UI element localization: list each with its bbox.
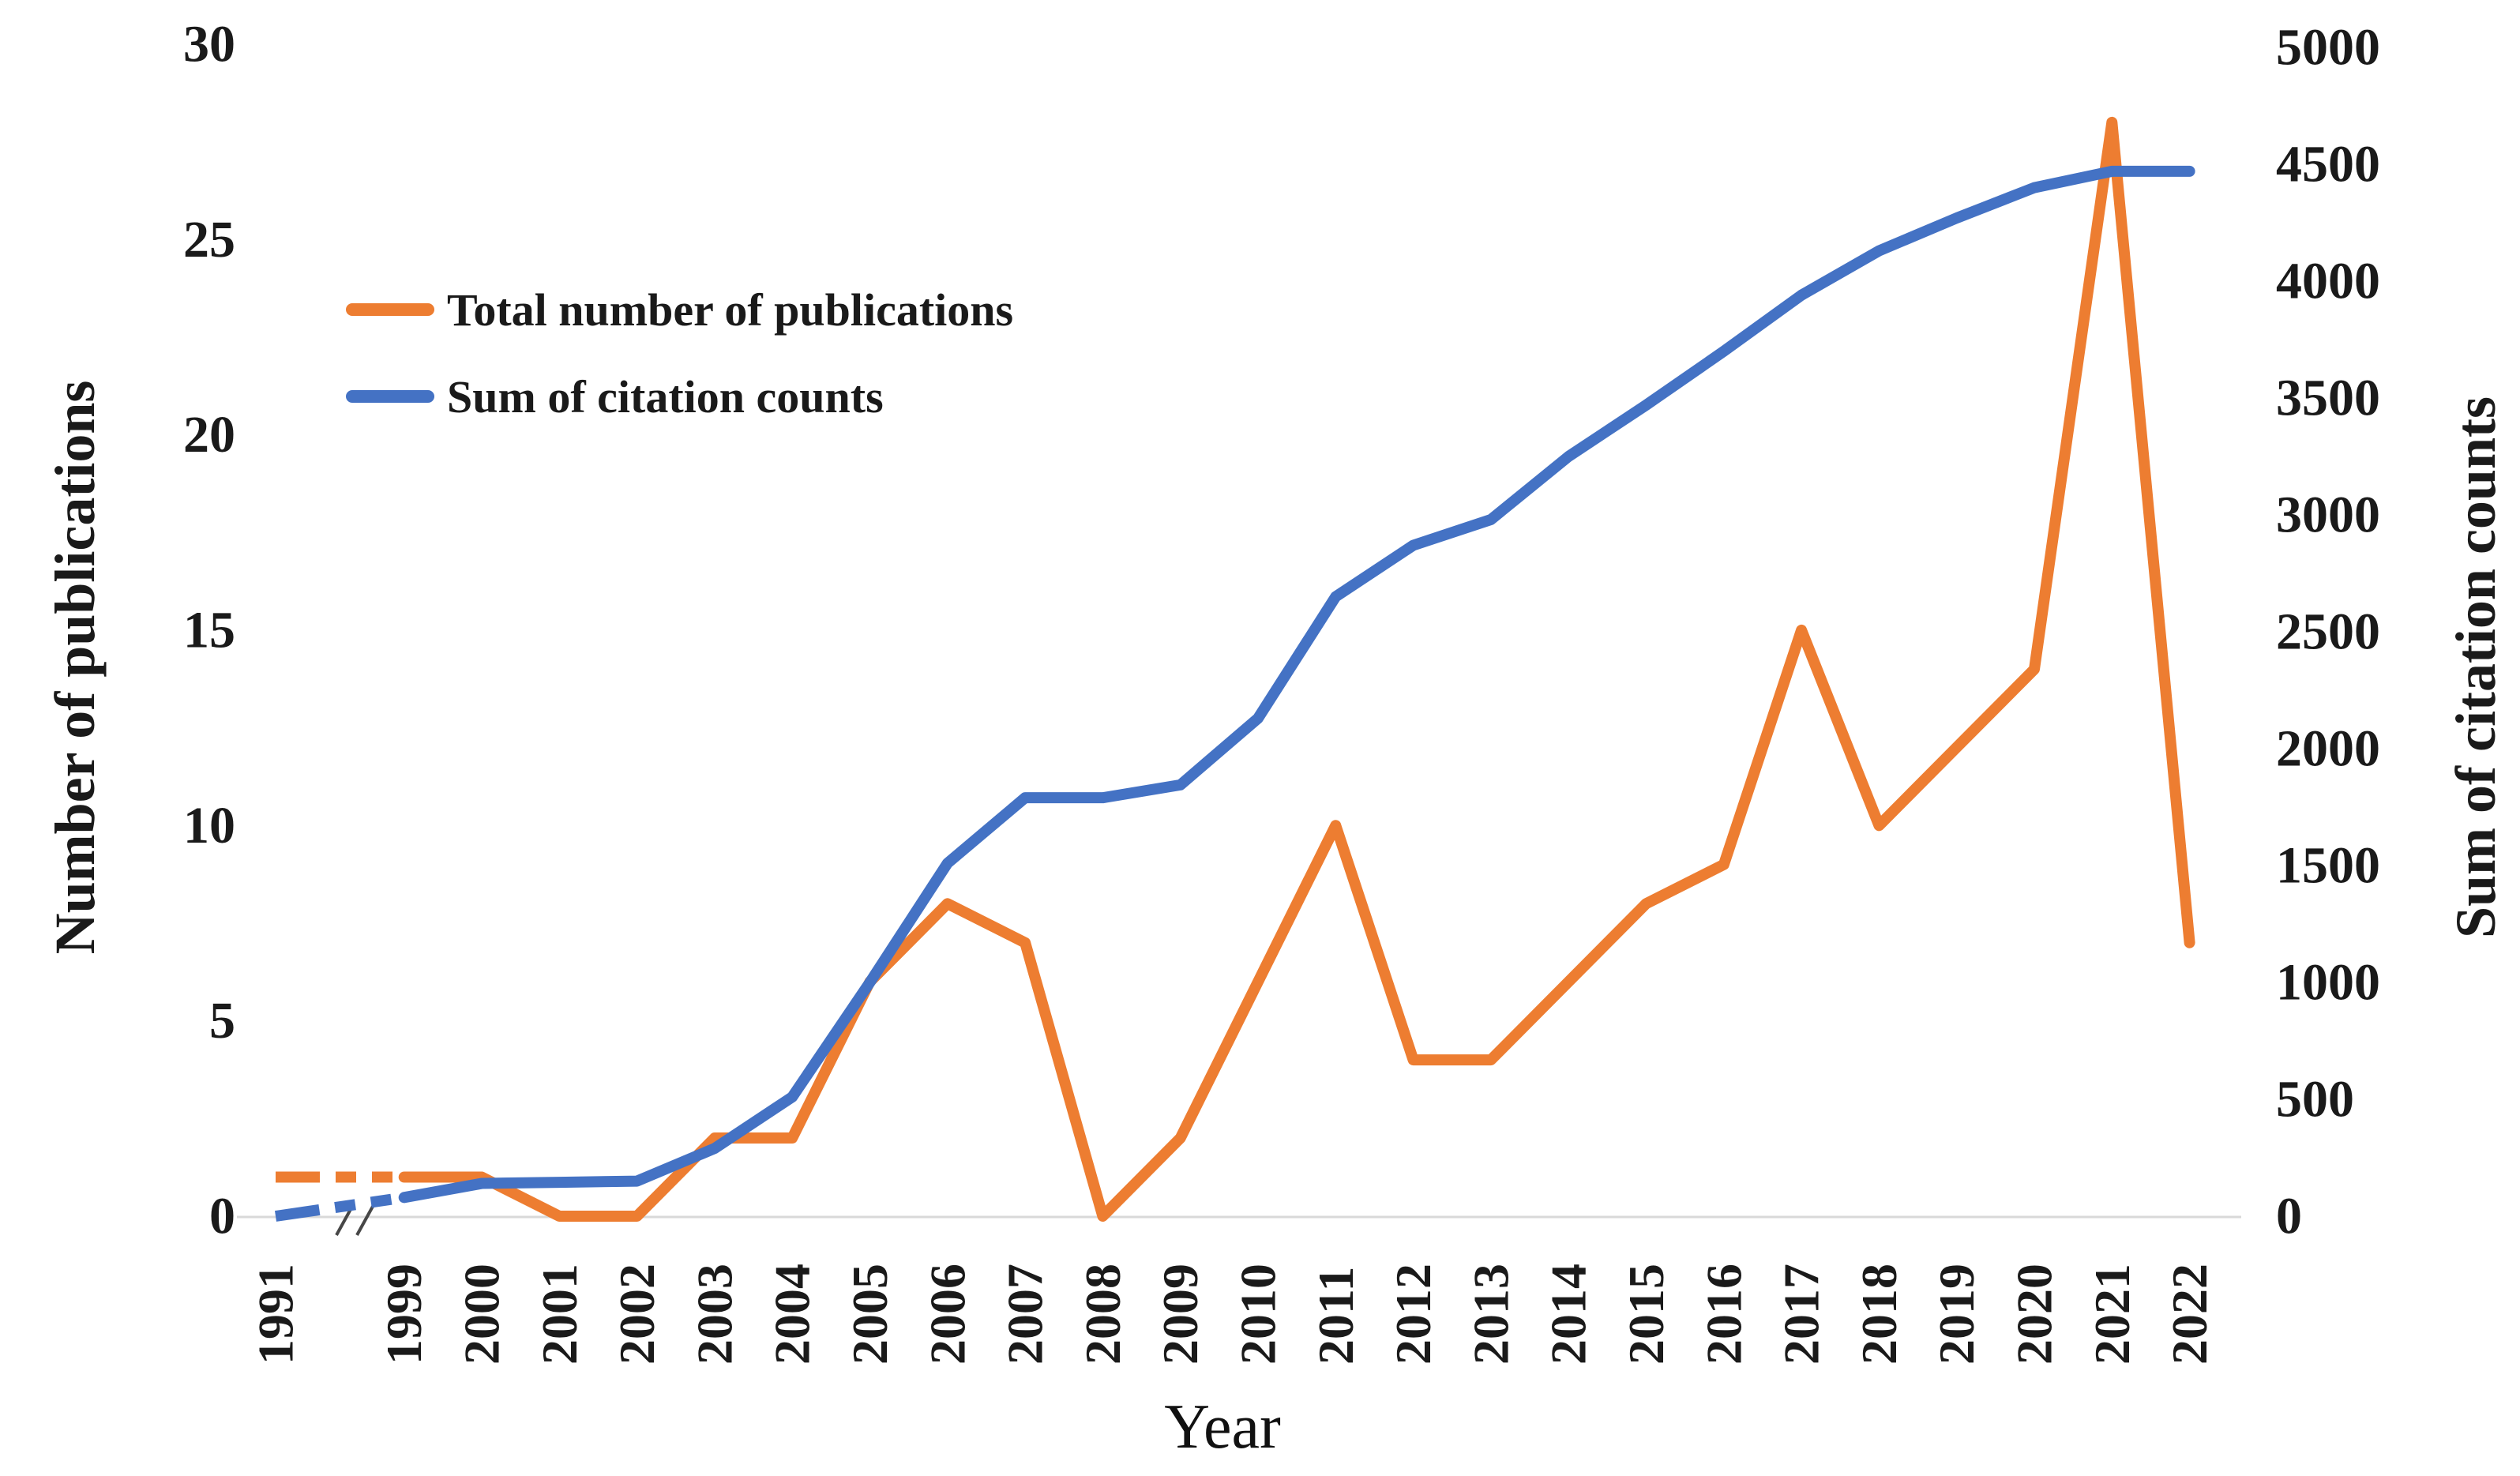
left-axis-tick: 10 [183, 797, 235, 854]
citations-line-break-segment [274, 1192, 405, 1222]
legend-label: Total number of publications [447, 284, 1014, 336]
x-axis-tick-year: 2011 [1308, 1267, 1364, 1365]
right-axis-title: Sum of citation counts [2444, 396, 2507, 939]
x-axis-tick-year: 2015 [1618, 1264, 1674, 1365]
right-axis-tick: 5000 [2276, 19, 2380, 77]
x-axis-tick-year: 2013 [1463, 1264, 1519, 1365]
left-axis-tick: 5 [209, 992, 235, 1050]
right-axis-tick: 2000 [2276, 720, 2380, 778]
right-axis-tick: 1000 [2276, 954, 2380, 1012]
x-axis-tick-year: 2006 [919, 1264, 975, 1365]
right-axis-tick: 500 [2276, 1071, 2354, 1129]
x-axis-tick-year: 2002 [609, 1264, 665, 1365]
x-axis-tick-year: 1999 [376, 1264, 432, 1365]
right-axis-tick: 3000 [2276, 486, 2380, 544]
left-axis-tick: 15 [183, 601, 235, 659]
left-axis-tick: 20 [183, 406, 235, 464]
x-axis-tick-year: 2020 [2007, 1264, 2063, 1365]
x-axis-tick-year: 2007 [997, 1264, 1053, 1365]
x-axis-tick-year: 2016 [1696, 1264, 1752, 1365]
right-axis-tick: 1500 [2276, 837, 2380, 895]
x-axis-tick-year: 1991 [248, 1264, 304, 1365]
x-axis-tick-year: 2019 [1928, 1264, 1985, 1365]
right-axis-tick: 3500 [2276, 370, 2380, 427]
left-axis-tick: 0 [209, 1188, 235, 1245]
right-axis-tick: 4500 [2276, 136, 2380, 193]
x-axis-tick-year: 2009 [1152, 1264, 1208, 1365]
x-axis-tick-year: 2017 [1774, 1264, 1830, 1365]
x-axis-tick-year: 2021 [2084, 1264, 2140, 1365]
x-axis-tick-year: 2018 [1851, 1264, 1907, 1365]
x-axis-tick-year: 2008 [1075, 1264, 1131, 1365]
x-axis-tick-year: 2004 [764, 1264, 821, 1365]
citations-line [398, 165, 2195, 1204]
x-axis-tick-year: 2014 [1541, 1264, 1597, 1365]
x-axis-tick-year: 2001 [531, 1264, 588, 1365]
x-axis-tick-year: 2022 [2161, 1264, 2218, 1365]
x-axis-tick-year: 2003 [686, 1264, 742, 1365]
right-axis-tick: 0 [2276, 1188, 2302, 1245]
x-axis-tick-year: 2000 [454, 1264, 510, 1365]
citations-legend-swatch [346, 390, 434, 403]
x-axis-tick-year: 2005 [842, 1264, 898, 1365]
legend-label: Sum of citation counts [447, 370, 884, 423]
legend-item-publications: Total number of publications [346, 284, 1014, 336]
left-axis-title: Number of publications [43, 380, 107, 955]
legend: Total number of publications Sum of cita… [346, 284, 1014, 423]
x-axis-title: Year [1164, 1392, 1281, 1462]
right-axis-tick: 2500 [2276, 603, 2380, 661]
left-axis-tick: 30 [183, 15, 235, 73]
axis-break-mark [355, 1203, 376, 1236]
x-axis-tick-year: 2012 [1385, 1264, 1441, 1365]
left-axis-tick: 25 [183, 211, 235, 269]
right-axis-tick: 4000 [2276, 253, 2380, 310]
x-axis-tick-year: 2010 [1230, 1264, 1286, 1365]
legend-item-citations: Sum of citation counts [346, 370, 1013, 423]
publications-legend-swatch [346, 303, 434, 316]
